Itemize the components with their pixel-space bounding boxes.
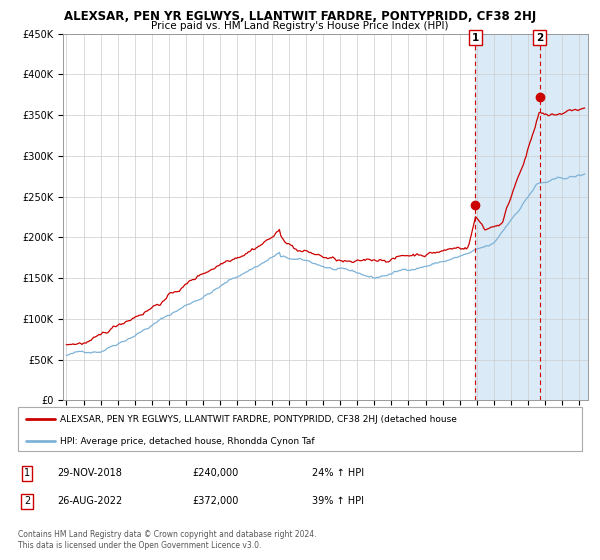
Text: £240,000: £240,000 [192,468,238,478]
FancyBboxPatch shape [18,407,582,451]
Text: ALEXSAR, PEN YR EGLWYS, LLANTWIT FARDRE, PONTYPRIDD, CF38 2HJ: ALEXSAR, PEN YR EGLWYS, LLANTWIT FARDRE,… [64,10,536,23]
Bar [475,34,588,400]
Text: Price paid vs. HM Land Registry's House Price Index (HPI): Price paid vs. HM Land Registry's House … [151,21,449,31]
Text: 1: 1 [472,32,479,43]
Text: Contains HM Land Registry data © Crown copyright and database right 2024.: Contains HM Land Registry data © Crown c… [18,530,317,539]
Text: 26-AUG-2022: 26-AUG-2022 [57,496,122,506]
Text: ALEXSAR, PEN YR EGLWYS, LLANTWIT FARDRE, PONTYPRIDD, CF38 2HJ (detached house: ALEXSAR, PEN YR EGLWYS, LLANTWIT FARDRE,… [60,415,457,424]
Text: 29-NOV-2018: 29-NOV-2018 [57,468,122,478]
Text: £372,000: £372,000 [192,496,238,506]
Text: This data is licensed under the Open Government Licence v3.0.: This data is licensed under the Open Gov… [18,541,262,550]
Text: 24% ↑ HPI: 24% ↑ HPI [312,468,364,478]
Text: HPI: Average price, detached house, Rhondda Cynon Taf: HPI: Average price, detached house, Rhon… [60,437,315,446]
Text: 39% ↑ HPI: 39% ↑ HPI [312,496,364,506]
Text: 2: 2 [24,496,30,506]
Text: 1: 1 [24,468,30,478]
Text: 2: 2 [536,32,543,43]
